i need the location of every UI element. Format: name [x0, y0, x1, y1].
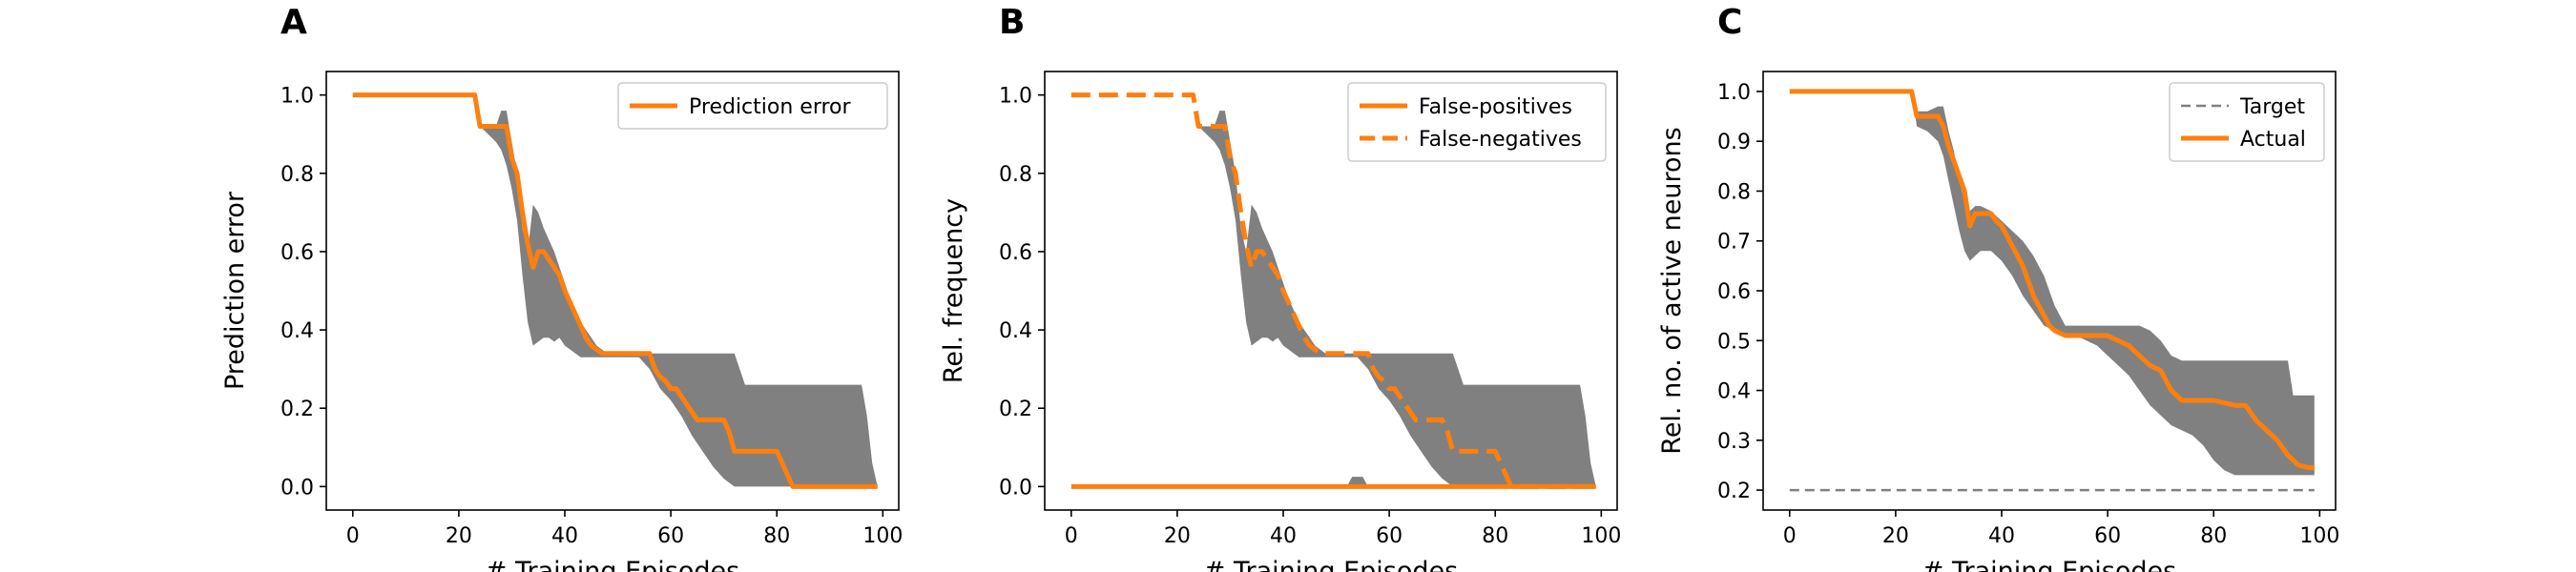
legend-label: Prediction error	[689, 95, 851, 119]
x-tick-label: 60	[1376, 524, 1402, 548]
y-tick-label: 0.4	[1717, 380, 1751, 404]
y-tick-label: 1.0	[999, 85, 1032, 109]
y-tick-label: 0.7	[1717, 231, 1751, 255]
plot-area	[1070, 92, 1596, 489]
y-tick-label: 0.4	[280, 319, 314, 343]
x-tick-label: 60	[2094, 524, 2121, 548]
legend: Target Actual	[2169, 82, 2325, 162]
panel-c: C 0 20 40 60 80 100 0.2 0.3 0.4 0.5 0.6 0.7 0.8 0.9 1.0…	[1657, 3, 2339, 572]
x-tick-label: 80	[2200, 524, 2227, 548]
y-tick-label: 0.3	[1717, 430, 1751, 454]
x-tick-label: 0	[1065, 524, 1078, 548]
y-axis-label: Rel. frequency	[939, 198, 968, 383]
x-tick-label: 100	[862, 524, 903, 548]
panel-a: A 0 20 40 60 80 100 0.0 0.2 0.4 0.6 0.8 1.0 # Trainin…	[220, 3, 903, 572]
legend-box	[2169, 82, 2325, 162]
series-line-fn	[1070, 92, 1596, 489]
y-tick-label: 0.2	[280, 398, 314, 421]
panel-letter: B	[999, 3, 1025, 42]
x-tick-label: 40	[1988, 524, 2015, 548]
legend-label: False-positives	[1419, 95, 1572, 119]
x-tick-label: 60	[657, 524, 684, 548]
y-axis-label: Prediction error	[220, 191, 250, 390]
legend: Prediction error	[617, 82, 888, 130]
spread-band	[1070, 94, 1596, 487]
x-tick-label: 20	[446, 524, 472, 548]
y-tick-label: 0.6	[1717, 280, 1751, 304]
plot-area	[352, 92, 878, 489]
legend-box	[1347, 82, 1607, 162]
y-tick-label: 0.8	[1717, 180, 1751, 204]
y-tick-label: 0.6	[280, 241, 314, 265]
y-tick-label: 0.9	[1717, 131, 1751, 154]
x-axis-label: # Training Episodes	[486, 557, 739, 572]
spread-band	[1789, 91, 2315, 476]
panel-letter: A	[280, 3, 307, 42]
x-axis-label: # Training Episodes	[1922, 557, 2176, 572]
x-tick-label: 0	[1783, 524, 1797, 548]
axes-frame	[325, 71, 900, 511]
x-tick-label: 80	[763, 524, 790, 548]
y-tick-label: 0.2	[1717, 480, 1751, 503]
legend-label: False-negatives	[1419, 128, 1582, 152]
series-line-mean	[352, 92, 878, 489]
axes-frame	[1044, 71, 1618, 511]
spread-band	[1346, 477, 1368, 487]
y-tick-label: 0.5	[1717, 330, 1751, 354]
y-tick-label: 0.0	[280, 476, 314, 500]
x-tick-label: 20	[1164, 524, 1191, 548]
legend-label: Target	[2239, 95, 2305, 119]
y-tick-label: 1.0	[280, 85, 314, 109]
y-tick-label: 0.4	[999, 319, 1032, 343]
y-axis-label: Rel. no. of active neurons	[1657, 127, 1687, 454]
x-tick-label: 100	[2299, 524, 2339, 548]
y-tick-label: 0.8	[280, 163, 314, 187]
y-tick-label: 0.0	[999, 476, 1032, 500]
x-tick-label: 20	[1882, 524, 1909, 548]
y-tick-label: 0.6	[999, 241, 1032, 265]
legend-box	[617, 82, 888, 130]
panel-b: B 0 20 40 60 80 100 0.0 0.2 0.4 0.6 0.8 1.0 # Trainin…	[939, 3, 1621, 572]
spread-band	[352, 94, 878, 487]
x-tick-label: 0	[346, 524, 360, 548]
series-line-actual	[1789, 89, 2315, 471]
x-axis-label: # Training Episodes	[1204, 557, 1458, 572]
y-tick-label: 0.2	[999, 398, 1032, 421]
x-tick-label: 40	[1270, 524, 1297, 548]
x-tick-label: 40	[551, 524, 578, 548]
legend-label: Actual	[2240, 128, 2306, 152]
legend: False-positives False-negatives	[1347, 82, 1607, 162]
y-tick-label: 1.0	[1717, 81, 1751, 105]
panel-letter: C	[1717, 3, 1742, 42]
y-tick-label: 0.8	[999, 163, 1032, 187]
x-tick-label: 100	[1581, 524, 1621, 548]
x-tick-label: 80	[1482, 524, 1508, 548]
plot-area	[1789, 89, 2315, 492]
